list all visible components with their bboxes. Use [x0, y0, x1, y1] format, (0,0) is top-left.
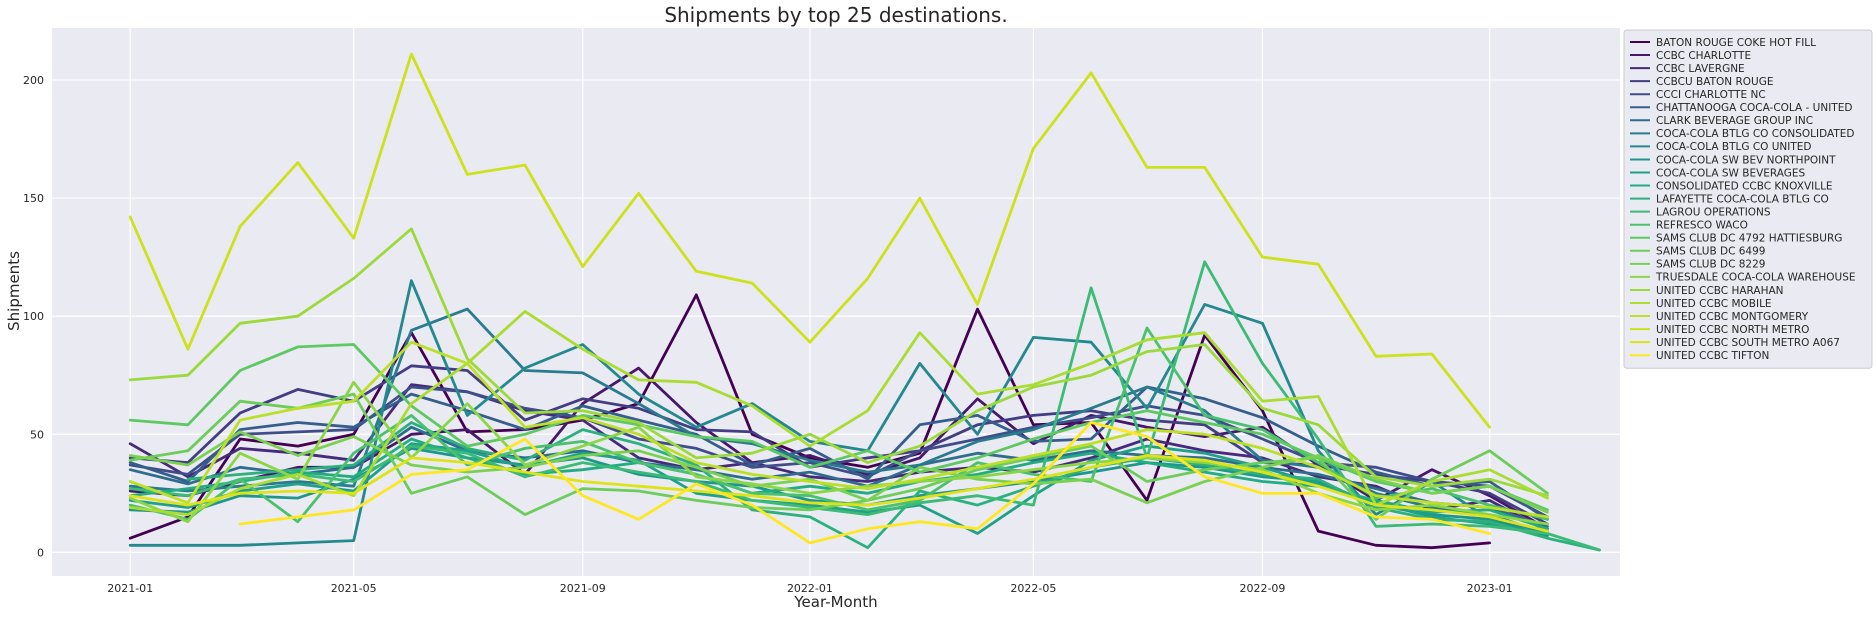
series-line-united-ccbc-harahan: [128, 227, 1549, 498]
legend-entry: UNITED CCBC NORTH METRO: [1656, 324, 1809, 336]
series-line-chattanooga-coca-cola-united: [128, 385, 1549, 521]
x-tick-label: 2022-09: [1239, 582, 1285, 595]
legend-entry: LAFAYETTE COCA-COLA BTLG CO: [1656, 193, 1829, 205]
legend-entry: CCBC LAVERGNE: [1656, 63, 1745, 75]
series-line-united-ccbc-south-metro-a067: [128, 454, 1549, 533]
legend-entry: COCA-COLA SW BEV NORTHPOINT: [1656, 154, 1836, 166]
series-line-united-ccbc-mobile: [128, 310, 1549, 516]
legend-entry: SAMS CLUB DC 8229: [1656, 259, 1765, 271]
series-line-coca-cola-btlg-co-consolidated: [128, 307, 1549, 535]
y-tick-label: 50: [30, 428, 44, 441]
x-tick-label: 2021-01: [107, 582, 153, 595]
legend-entry: BATON ROUGE COKE HOT FILL: [1656, 37, 1816, 49]
legend-entry: CCCI CHARLOTTE NC: [1656, 89, 1766, 101]
series-line-coca-cola-btlg-co-united: [128, 279, 1549, 547]
legend-entry: CONSOLIDATED CCBC KNOXVILLE: [1656, 180, 1833, 192]
x-tick-label: 2022-05: [1010, 582, 1056, 595]
x-tick-label: 2023-01: [1467, 582, 1513, 595]
legend-entry: LAGROU OPERATIONS: [1656, 206, 1771, 218]
legend-entry: COCA-COLA SW BEVERAGES: [1656, 167, 1806, 179]
legend-entry: CCBC CHARLOTTE: [1656, 50, 1751, 62]
x-axis-label: Year-Month: [793, 593, 877, 611]
chart-title: Shipments by top 25 destinations.: [664, 3, 1007, 27]
y-tick-label: 200: [23, 74, 44, 87]
series-line-coca-cola-sw-beverages: [128, 442, 1549, 535]
x-tick-label: 2021-09: [560, 582, 606, 595]
x-tick-label: 2022-01: [787, 582, 833, 595]
legend-entry: CCBCU BATON ROUGE: [1656, 76, 1774, 88]
plot-area: [52, 28, 1620, 576]
series-line-united-ccbc-montgomery: [128, 340, 1549, 519]
legend-entry: UNITED CCBC HARAHAN: [1656, 285, 1784, 297]
legend-entry: SAMS CLUB DC 4792 HATTIESBURG: [1656, 233, 1842, 245]
series-line-united-ccbc-north-metro: [128, 52, 1491, 429]
y-tick-label: 150: [23, 192, 44, 205]
legend-entry: SAMS CLUB DC 6499: [1656, 246, 1765, 258]
legend-entry: UNITED CCBC TIFTON: [1656, 350, 1769, 362]
legend-box: [1623, 29, 1873, 369]
y-axis-label: Shipments: [5, 251, 23, 331]
series-line-truesdale-coca-cola-warehouse: [128, 380, 1549, 526]
legend-entry: REFRESCO WACO: [1656, 220, 1748, 232]
y-tick-label: 100: [23, 310, 44, 323]
legend-entry: COCA-COLA BTLG CO UNITED: [1656, 141, 1812, 153]
x-tick-label: 2021-05: [331, 582, 377, 595]
legend-entry: CHATTANOOGA COCA-COLA - UNITED: [1656, 102, 1852, 114]
series-line-baton-rouge-coke-hot-fill: [128, 293, 1491, 550]
y-tick-label: 0: [37, 546, 44, 559]
series-line-sams-club-dc-4792-hattiesburg: [128, 343, 1549, 512]
legend-entry: COCA-COLA BTLG CO CONSOLIDATED: [1656, 128, 1854, 140]
series-line-united-ccbc-tifton: [238, 421, 1491, 545]
legend-entry: UNITED CCBC MONTGOMERY: [1656, 311, 1809, 323]
legend-entry: CLARK BEVERAGE GROUP INC: [1656, 115, 1813, 127]
legend-entry: UNITED CCBC MOBILE: [1656, 298, 1772, 310]
legend-entry: TRUESDALE COCA-COLA WAREHOUSE: [1655, 272, 1856, 284]
legend-entry: UNITED CCBC SOUTH METRO A067: [1656, 337, 1840, 349]
